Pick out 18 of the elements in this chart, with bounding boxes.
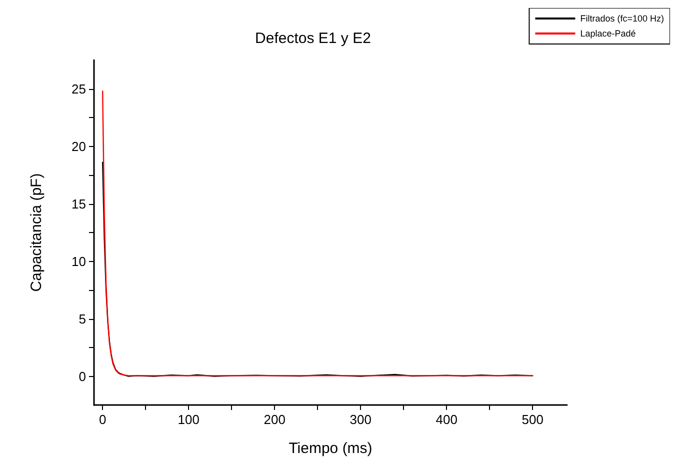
x-axis-title: Tiempo (ms) xyxy=(288,440,372,457)
y-axis-title: Capacitancia (pF) xyxy=(28,173,45,292)
y-tick-label: 15 xyxy=(72,196,86,212)
y-tick-label: 0 xyxy=(78,368,86,384)
line-series xyxy=(102,90,534,376)
legend-label: Laplace-Padé xyxy=(580,28,636,38)
x-tick-label: 100 xyxy=(178,412,200,427)
x-tick-label: 400 xyxy=(436,412,458,427)
x-tick-label: 0 xyxy=(98,412,106,427)
y-tick-label: 20 xyxy=(72,138,86,154)
x-tick-label: 200 xyxy=(264,412,286,427)
y-tick-label: 5 xyxy=(78,311,86,326)
y-tick-label: 10 xyxy=(72,254,86,269)
legend-label: Filtrados (fc=100 Hz) xyxy=(580,14,664,24)
y-tick-label: 25 xyxy=(72,81,86,96)
x-tick-label: 300 xyxy=(350,412,372,427)
x-tick-label: 500 xyxy=(522,412,544,427)
chart-title: Defectos E1 y E2 xyxy=(255,30,371,47)
